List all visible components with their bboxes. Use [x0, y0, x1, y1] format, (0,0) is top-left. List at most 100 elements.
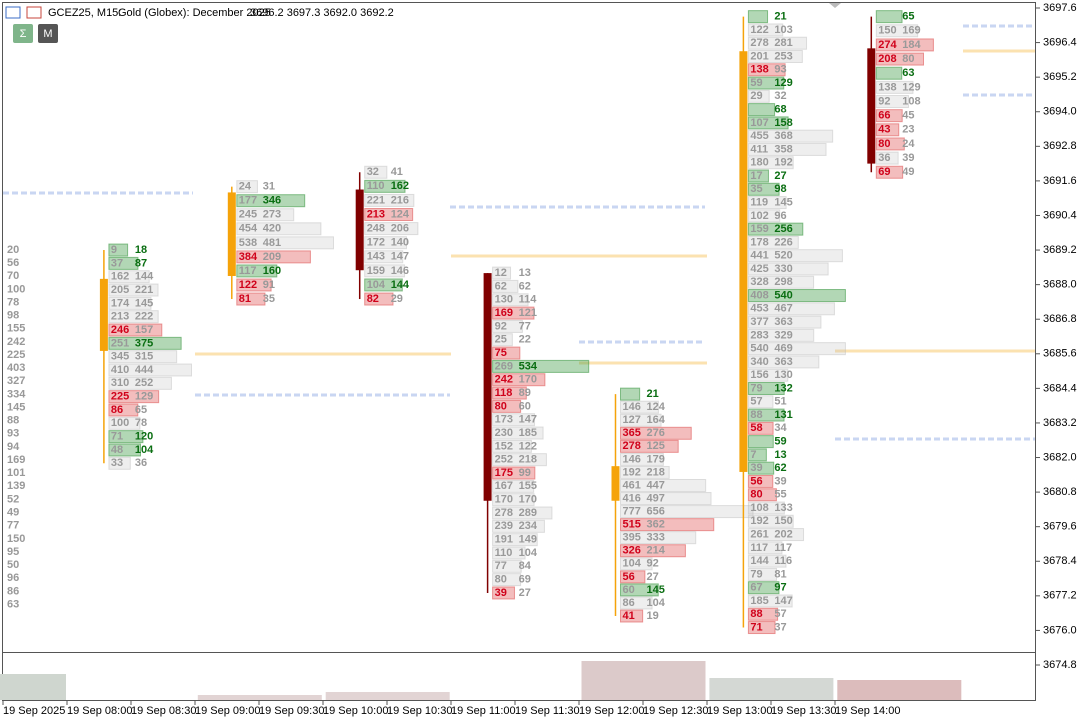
bid-volume: 208: [878, 53, 896, 65]
bid-volume: 159: [750, 223, 768, 235]
ask-volume: 78: [7, 296, 19, 308]
y-tick-label: 3686.8: [1043, 313, 1077, 325]
bid-volume: 205: [111, 284, 129, 296]
x-tick-label: 19 Sep 09:00: [195, 705, 260, 717]
bid-volume: 37: [111, 257, 123, 269]
volume-box: [747, 63, 786, 77]
volume-box: [747, 302, 835, 316]
bid-volume: 177: [239, 195, 257, 207]
volume-box: [492, 333, 513, 347]
volume-box: [747, 156, 794, 170]
volume-box: [236, 222, 322, 236]
ask-volume: 202: [774, 528, 792, 540]
m-button[interactable]: [38, 24, 58, 43]
ask-volume: 125: [647, 440, 665, 452]
volume-box: [747, 23, 784, 37]
frame: [2, 2, 1036, 701]
bid-volume: 79: [750, 568, 762, 580]
bid-volume: 110: [367, 180, 385, 192]
bid-volume: 230: [495, 427, 513, 439]
volume-box: [747, 421, 774, 435]
ask-volume: 225: [7, 349, 25, 361]
volume-box: [108, 416, 141, 430]
ask-volume: 144: [391, 279, 410, 291]
ask-volume: 99: [519, 467, 531, 479]
volume-box: [747, 448, 767, 462]
ask-volume: 362: [647, 519, 665, 531]
volume-box: [236, 264, 278, 278]
ask-volume: 20: [7, 244, 19, 256]
bid-volume: 36: [878, 152, 890, 164]
icon: [26, 6, 42, 19]
volume-box: [492, 399, 522, 413]
ask-volume: 146: [391, 265, 409, 277]
bid-volume: 110: [495, 547, 513, 559]
ask-volume: 78: [135, 417, 147, 429]
ask-volume: 368: [774, 130, 792, 142]
volume-box: [236, 180, 258, 194]
y-tick-label: 3691.6: [1043, 175, 1077, 187]
ask-volume: 13: [774, 449, 786, 461]
sum-button-label[interactable]: Σ: [20, 28, 27, 40]
bid-volume: 80: [878, 138, 890, 150]
ask-volume: 234: [519, 520, 538, 532]
volume-box: [875, 109, 903, 123]
bid-volume: 246: [111, 324, 129, 336]
bid-volume: 39: [495, 587, 507, 599]
ask-volume: 145: [774, 196, 792, 208]
volume-box: [747, 103, 776, 117]
bid-volume: 425: [750, 263, 768, 275]
bid-volume: 88: [750, 608, 762, 620]
ask-volume: 120: [135, 431, 153, 443]
volume-box: [747, 116, 789, 130]
candle-body: [611, 466, 620, 501]
bid-volume: 173: [495, 414, 513, 426]
plot: 2056701007898155242225403327334145889394…: [0, 10, 962, 700]
volume-box: [747, 541, 783, 555]
bid-volume: 410: [111, 364, 129, 376]
ask-volume: 96: [7, 572, 19, 584]
bid-volume: 48: [111, 444, 123, 456]
ask-volume: 147: [774, 595, 792, 607]
ask-volume: 363: [774, 356, 792, 368]
volume-box: [875, 151, 899, 165]
bid-volume: 515: [623, 519, 641, 531]
bid-volume: 461: [623, 479, 641, 491]
volume-box: [492, 533, 538, 547]
bid-volume: 56: [623, 571, 635, 583]
volume-box: [747, 36, 808, 50]
volume-box: [492, 479, 535, 493]
volume-box: [364, 222, 419, 236]
ask-volume: 447: [647, 479, 665, 491]
ask-volume: 145: [135, 297, 153, 309]
bid-volume: 77: [495, 560, 507, 572]
volume-box: [620, 518, 715, 532]
volume-box: [747, 142, 827, 156]
ask-volume: 87: [135, 257, 147, 269]
description: Gold (Globex): December 2025: [118, 7, 271, 19]
bid-volume: 43: [878, 124, 890, 136]
volume-box: [747, 488, 777, 502]
m-button-label[interactable]: M: [43, 28, 52, 40]
volume-box: [747, 528, 805, 542]
bid-volume: 92: [878, 95, 890, 107]
bid-volume: 441: [750, 250, 768, 262]
sum-button[interactable]: [13, 24, 33, 43]
ask-volume: 481: [263, 237, 281, 249]
x-tick-label: 19 Sep 12:00: [579, 705, 644, 717]
bid-volume: 192: [750, 515, 768, 527]
volume-box: [875, 24, 919, 38]
bid-volume: 71: [111, 431, 123, 443]
volume-box: [747, 594, 793, 608]
bid-volume: 328: [750, 276, 768, 288]
y-tick-label: 3697.6: [1043, 2, 1077, 14]
bid-volume: 9: [111, 244, 117, 256]
volume-box: [492, 386, 527, 400]
x-tick-label: 19 Sep 14:00: [835, 705, 900, 717]
volume-box: [492, 359, 590, 373]
ask-volume: 184: [902, 39, 921, 51]
volume-box: [364, 264, 406, 278]
bid-volume: 75: [495, 347, 507, 359]
bid-volume: 248: [367, 223, 385, 235]
ask-volume: 221: [135, 284, 153, 296]
